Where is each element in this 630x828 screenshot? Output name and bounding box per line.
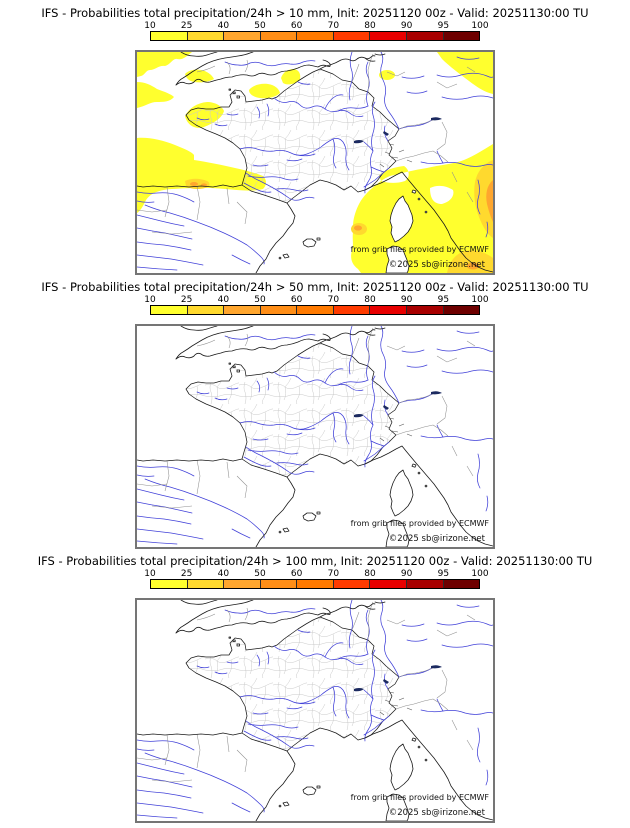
attribution-copyright: ©2025 sb@irizone.net — [389, 534, 486, 544]
attribution-ecmwf: from grib files provided by ECMWF — [351, 245, 490, 254]
colorbar-tick: 100 — [471, 21, 489, 31]
colorbar-tick: 40 — [217, 21, 230, 31]
colorbar-segment — [224, 32, 261, 40]
colorbar-tick-labels: 10 25 40 50 60 70 80 90 95 100 — [144, 295, 488, 305]
colorbar-segment — [151, 32, 188, 40]
colorbar-segment — [443, 32, 480, 40]
panel-precip-gt-50mm: IFS - Probabilities total precipitation/… — [0, 280, 630, 549]
colorbar-segment — [297, 580, 334, 588]
colorbar-tick: 80 — [364, 21, 376, 31]
colorbar-segment — [260, 306, 298, 314]
colorbar-segment — [406, 580, 444, 588]
colorbar-tick: 70 — [327, 21, 340, 31]
colorbar-segment — [333, 580, 371, 588]
panel-precip-gt-100mm: IFS - Probabilities total precipitation/… — [0, 554, 630, 823]
attribution-ecmwf: from grib files provided by ECMWF — [351, 519, 490, 528]
map-precip-gt-50mm: from grib files provided by ECMWF ©2025 … — [135, 324, 495, 549]
colorbar-tick: 60 — [290, 295, 303, 305]
probability-colorbar: 10 25 40 50 60 70 80 90 95 100 — [144, 295, 489, 315]
colorbar-segment — [297, 32, 334, 40]
colorbar-segment — [260, 32, 298, 40]
france-map-svg: from grib files provided by ECMWF ©2025 … — [137, 52, 493, 273]
colorbar-tick: 25 — [180, 295, 193, 305]
colorbar-gradient — [150, 31, 480, 41]
colorbar-tick: 50 — [254, 21, 266, 31]
colorbar-segment — [443, 306, 480, 314]
panel-title: IFS - Probabilities total precipitation/… — [41, 6, 589, 20]
colorbar-segment — [443, 580, 480, 588]
colorbar-tick: 95 — [437, 21, 450, 31]
colorbar-segment — [333, 306, 371, 314]
colorbar-tick: 90 — [400, 569, 413, 579]
colorbar-segment — [224, 580, 261, 588]
colorbar-gradient — [150, 305, 480, 315]
colorbar-tick: 70 — [327, 295, 340, 305]
probability-colorbar: 10 25 40 50 60 70 80 90 95 100 — [144, 21, 489, 41]
colorbar-tick: 40 — [217, 295, 230, 305]
colorbar-tick: 10 — [144, 569, 156, 579]
colorbar-tick: 10 — [144, 295, 156, 305]
colorbar-tick: 100 — [471, 569, 489, 579]
colorbar-segment — [406, 306, 444, 314]
colorbar-tick-labels: 10 25 40 50 60 70 80 90 95 100 — [144, 21, 488, 31]
attribution-copyright: ©2025 sb@irizone.net — [389, 260, 486, 270]
attribution-copyright: ©2025 sb@irizone.net — [389, 808, 486, 818]
map-precip-gt-10mm: from grib files provided by ECMWF ©2025 … — [135, 50, 495, 275]
attribution-ecmwf: from grib files provided by ECMWF — [351, 793, 490, 802]
colorbar-tick: 70 — [327, 569, 340, 579]
colorbar-segment — [406, 32, 444, 40]
colorbar-tick: 80 — [364, 295, 376, 305]
colorbar-segment — [151, 580, 188, 588]
probability-colorbar: 10 25 40 50 60 70 80 90 95 100 — [144, 569, 489, 589]
colorbar-segment — [187, 580, 225, 588]
colorbar-segment — [224, 306, 261, 314]
colorbar-tick: 40 — [217, 569, 230, 579]
colorbar-tick: 95 — [437, 569, 450, 579]
colorbar-tick: 90 — [400, 295, 413, 305]
colorbar-tick: 90 — [400, 21, 413, 31]
colorbar-tick: 50 — [254, 295, 266, 305]
colorbar-segment — [297, 306, 334, 314]
colorbar-tick: 60 — [290, 21, 303, 31]
colorbar-tick: 25 — [180, 21, 193, 31]
colorbar-tick: 25 — [180, 569, 193, 579]
map-precip-gt-100mm: from grib files provided by ECMWF ©2025 … — [135, 598, 495, 823]
colorbar-segment — [370, 306, 407, 314]
panel-precip-gt-10mm: IFS - Probabilities total precipitation/… — [0, 6, 630, 275]
colorbar-tick: 60 — [290, 569, 303, 579]
colorbar-segment — [187, 32, 225, 40]
colorbar-segment — [370, 32, 407, 40]
france-map-svg: from grib files provided by ECMWF ©2025 … — [137, 600, 493, 821]
colorbar-segment — [370, 580, 407, 588]
colorbar-tick: 50 — [254, 569, 266, 579]
colorbar-segment — [333, 32, 371, 40]
colorbar-segment — [260, 580, 298, 588]
colorbar-segment — [187, 306, 225, 314]
colorbar-tick: 10 — [144, 21, 156, 31]
panel-title: IFS - Probabilities total precipitation/… — [41, 280, 589, 294]
colorbar-segment — [151, 306, 188, 314]
panel-title: IFS - Probabilities total precipitation/… — [37, 554, 593, 568]
colorbar-tick-labels: 10 25 40 50 60 70 80 90 95 100 — [144, 569, 488, 579]
colorbar-tick: 95 — [437, 295, 450, 305]
france-map-svg: from grib files provided by ECMWF ©2025 … — [137, 326, 493, 547]
colorbar-tick: 100 — [471, 295, 489, 305]
colorbar-tick: 80 — [364, 569, 376, 579]
colorbar-gradient — [150, 579, 480, 589]
